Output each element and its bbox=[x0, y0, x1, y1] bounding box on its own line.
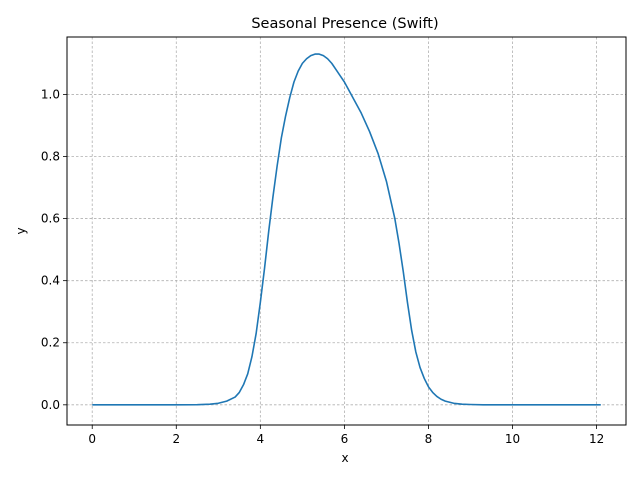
x-axis-ticks: 0 2 4 6 8 10 12 bbox=[88, 425, 604, 446]
plot-frame bbox=[66, 36, 627, 426]
y-axis-ticks: 0.0 0.2 0.4 0.6 0.8 1.0 bbox=[41, 87, 67, 412]
series-group bbox=[92, 53, 601, 406]
x-tick-label: 2 bbox=[172, 432, 180, 446]
y-tick-label: 0.2 bbox=[41, 336, 60, 350]
y-tick-label: 0.0 bbox=[41, 398, 60, 412]
x-axis-label: x bbox=[341, 451, 348, 465]
y-tick-label: 0.8 bbox=[41, 150, 60, 164]
y-tick-label: 0.4 bbox=[41, 274, 60, 288]
x-tick-label: 4 bbox=[257, 432, 265, 446]
series-line bbox=[92, 53, 601, 406]
y-tick-label: 0.6 bbox=[41, 212, 60, 226]
x-tick-label: 6 bbox=[341, 432, 349, 446]
x-tick-label: 10 bbox=[505, 432, 520, 446]
y-axis-label: y bbox=[14, 227, 28, 234]
y-tick-label: 1.0 bbox=[41, 87, 60, 101]
chart-title: Seasonal Presence (Swift) bbox=[251, 16, 438, 32]
x-tick-label: 0 bbox=[88, 432, 96, 446]
x-tick-label: 8 bbox=[425, 432, 433, 446]
x-tick-label: 12 bbox=[589, 432, 604, 446]
